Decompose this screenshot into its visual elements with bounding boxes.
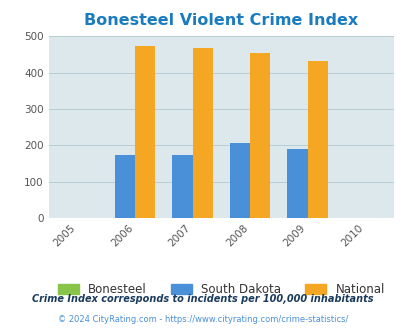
Bar [115, 155, 135, 218]
Bar [135, 46, 155, 218]
Bar [249, 52, 269, 218]
Title: Bonesteel Violent Crime Index: Bonesteel Violent Crime Index [84, 13, 358, 28]
Bar [307, 61, 327, 218]
Bar [229, 144, 249, 218]
Text: Crime Index corresponds to incidents per 100,000 inhabitants: Crime Index corresponds to incidents per… [32, 294, 373, 304]
Bar [172, 155, 192, 218]
Bar [287, 149, 307, 218]
Legend: Bonesteel, South Dakota, National: Bonesteel, South Dakota, National [53, 278, 389, 301]
Bar [192, 48, 212, 218]
Text: © 2024 CityRating.com - https://www.cityrating.com/crime-statistics/: © 2024 CityRating.com - https://www.city… [58, 315, 347, 324]
